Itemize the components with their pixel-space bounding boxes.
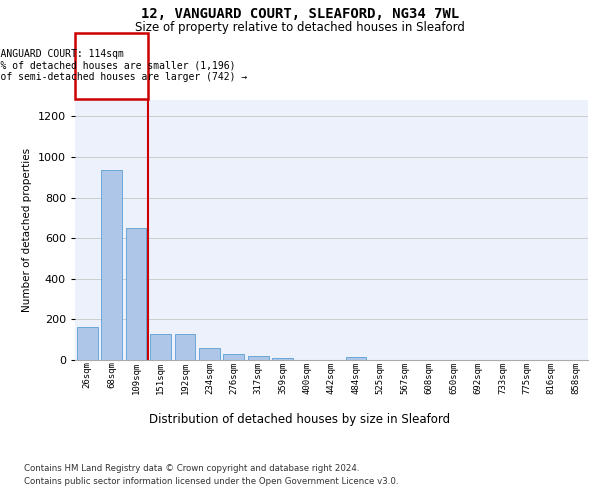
Bar <box>346 357 367 360</box>
Bar <box>199 348 220 360</box>
Bar <box>77 327 98 360</box>
Bar <box>101 170 122 360</box>
Bar <box>248 356 269 360</box>
Y-axis label: Number of detached properties: Number of detached properties <box>22 148 32 312</box>
Text: Distribution of detached houses by size in Sleaford: Distribution of detached houses by size … <box>149 412 451 426</box>
Text: 12 VANGUARD COURT: 114sqm
← 61% of detached houses are smaller (1,196)
38% of se: 12 VANGUARD COURT: 114sqm ← 61% of detac… <box>0 49 247 82</box>
Bar <box>175 334 196 360</box>
Text: Size of property relative to detached houses in Sleaford: Size of property relative to detached ho… <box>135 21 465 34</box>
Bar <box>223 354 244 360</box>
Text: 12, VANGUARD COURT, SLEAFORD, NG34 7WL: 12, VANGUARD COURT, SLEAFORD, NG34 7WL <box>141 8 459 22</box>
Bar <box>125 228 146 360</box>
Bar <box>272 358 293 360</box>
Bar <box>150 334 171 360</box>
Text: Contains public sector information licensed under the Open Government Licence v3: Contains public sector information licen… <box>24 477 398 486</box>
Text: Contains HM Land Registry data © Crown copyright and database right 2024.: Contains HM Land Registry data © Crown c… <box>24 464 359 473</box>
